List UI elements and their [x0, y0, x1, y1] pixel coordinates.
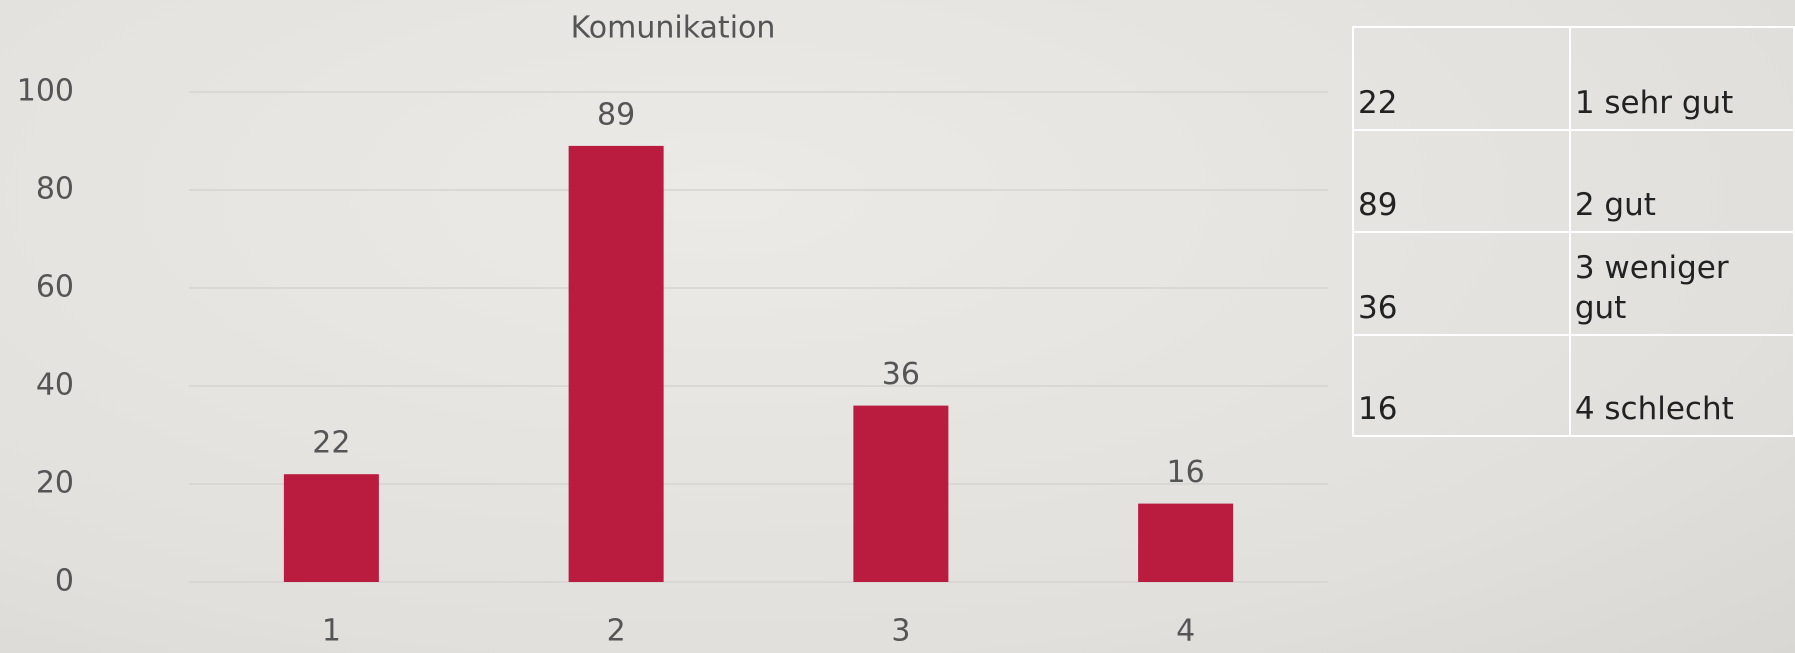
table-cell: 3 weniger gut	[1568, 231, 1795, 336]
x-tick-label: 3	[891, 614, 910, 649]
table-cell: 4 schlecht	[1568, 334, 1795, 437]
y-tick-label: 0	[55, 564, 74, 599]
legend-table: 22 1 sehr gut 89 2 gut 36 3 weniger gut 16 4 sc…	[1352, 26, 1795, 437]
table-cell: 16	[1352, 334, 1571, 437]
data-label: 16	[1167, 455, 1205, 490]
table-cell: 2 gut	[1568, 129, 1795, 233]
table-row: 16 4 schlecht	[1352, 334, 1795, 437]
x-tick-label: 2	[607, 614, 626, 649]
y-tick-label: 80	[36, 172, 74, 207]
bar	[283, 474, 379, 582]
data-label: 36	[882, 357, 920, 392]
table-row: 89 2 gut	[1352, 129, 1795, 233]
data-label: 89	[597, 97, 635, 132]
table-cell: 1 sehr gut	[1568, 26, 1795, 131]
table-row: 22 1 sehr gut	[1352, 26, 1795, 131]
bar	[568, 145, 664, 582]
y-tick-label: 100	[17, 74, 74, 109]
table-cell: 22	[1352, 26, 1571, 131]
bar	[1138, 503, 1234, 582]
y-tick-label: 60	[36, 270, 74, 305]
x-tick-label: 1	[322, 614, 341, 649]
table-cell: 89	[1352, 129, 1571, 233]
y-tick-label: 20	[36, 466, 74, 501]
table-row: 36 3 weniger gut	[1352, 231, 1795, 336]
y-tick-label: 40	[36, 368, 74, 403]
table-cell: 36	[1352, 231, 1571, 336]
x-tick-label: 4	[1176, 614, 1195, 649]
chart-title: Komunikation	[571, 11, 776, 46]
bar	[853, 405, 949, 582]
data-label: 22	[312, 426, 350, 461]
